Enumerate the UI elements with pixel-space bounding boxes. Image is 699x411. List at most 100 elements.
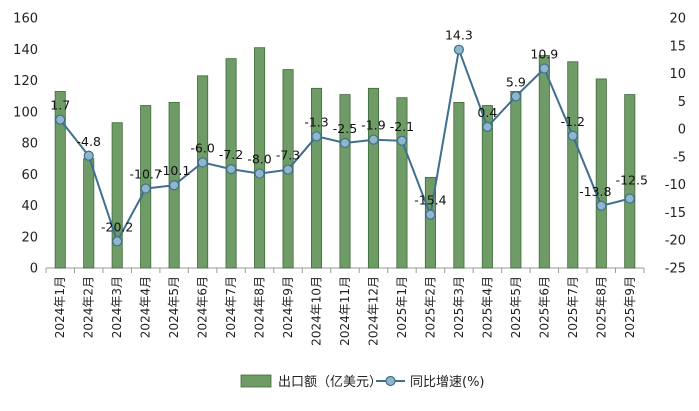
bar — [83, 158, 95, 269]
y-left-tick-label: 120 — [13, 74, 38, 89]
x-tick-label: 2024年9月 — [281, 276, 295, 338]
data-label: -7.2 — [219, 147, 243, 162]
x-tick-label: 2025年9月 — [623, 276, 637, 338]
data-label: -6.0 — [190, 140, 214, 155]
y-right-tick-label: 0 — [678, 123, 686, 138]
bar — [481, 105, 493, 269]
y-right-tick-label: -20 — [665, 234, 686, 249]
x-tick-label: 2025年5月 — [509, 276, 523, 338]
y-left-tick-label: 80 — [21, 137, 38, 152]
line-point — [225, 164, 237, 175]
line-point — [169, 180, 180, 191]
x-tick-label: 2024年1月 — [53, 276, 67, 338]
data-label: -20.2 — [101, 219, 133, 234]
x-tick-label: 2024年12月 — [366, 276, 380, 346]
x-tick-label: 2024年10月 — [310, 276, 324, 346]
line-point — [396, 135, 408, 146]
data-label: -13.8 — [579, 184, 611, 199]
line-point — [254, 168, 265, 179]
x-tick-label: 2024年6月 — [196, 276, 210, 338]
y-left-tick-label: 140 — [13, 43, 38, 58]
y-right-tick-label: -15 — [665, 206, 686, 221]
x-tick-label: 2025年2月 — [423, 276, 437, 338]
line-point — [596, 200, 607, 211]
x-tick-label: 2024年11月 — [338, 276, 352, 346]
line-point — [539, 63, 550, 74]
line-layer — [55, 44, 635, 247]
x-tick-label: 2024年2月 — [82, 276, 96, 338]
x-tick-label: 2025年3月 — [452, 276, 466, 338]
data-label: -7.3 — [276, 148, 300, 163]
y-right-tick-label: -5 — [673, 150, 686, 165]
x-tick-label: 2024年5月 — [167, 276, 181, 338]
line-point — [339, 137, 351, 149]
y-left-tick-label: 100 — [13, 105, 38, 120]
x-tick-label: 2024年4月 — [139, 276, 153, 338]
y-left-tick-label: 20 — [21, 230, 38, 245]
line-point — [453, 44, 465, 55]
line-point — [112, 236, 123, 247]
data-label: -12.5 — [616, 173, 648, 188]
x-tick-label: 2025年8月 — [594, 276, 608, 338]
bar — [339, 94, 351, 269]
x-tick-label: 2025年6月 — [537, 276, 551, 338]
legend-bar-label: 出口额（亿美元） — [278, 375, 382, 390]
x-tick-label: 2025年1月 — [395, 276, 409, 338]
bar — [254, 47, 266, 269]
data-label: -10.7 — [129, 167, 161, 182]
bar — [396, 97, 408, 269]
line-point — [311, 131, 322, 142]
y-right-tick-label: -25 — [665, 262, 686, 277]
data-label: 5.9 — [506, 74, 526, 89]
y-right-tick-label: 10 — [669, 67, 686, 82]
data-label: -10.1 — [158, 163, 190, 178]
bar — [595, 78, 607, 269]
y-left-tick-label: 60 — [21, 168, 38, 183]
bar — [367, 87, 380, 269]
line-point — [567, 130, 578, 141]
bar — [54, 91, 66, 269]
x-tick-label: 2024年8月 — [253, 276, 267, 338]
bar — [225, 58, 237, 269]
legend-line-label: 同比增速(%) — [410, 375, 485, 390]
bar — [424, 176, 436, 269]
bar — [510, 91, 522, 269]
line-point — [83, 150, 94, 161]
bar — [453, 101, 465, 269]
data-label: -1.3 — [304, 114, 328, 129]
line-point — [510, 91, 521, 102]
data-label: -1.2 — [561, 114, 585, 129]
x-tick-label: 2025年7月 — [566, 276, 580, 338]
legend: 出口额（亿美元） 同比增速(%) — [240, 374, 485, 390]
y-right-tick-label: 15 — [669, 39, 686, 54]
y-left-tick-label: 40 — [21, 199, 38, 214]
y-right-tick-label: 20 — [669, 12, 686, 27]
line-point — [624, 193, 635, 204]
bar — [197, 75, 209, 269]
bars-layer — [54, 47, 636, 269]
data-label: 0.4 — [477, 105, 497, 120]
legend-bar-swatch — [240, 374, 272, 388]
data-label: 10.9 — [530, 47, 558, 62]
bar — [624, 94, 636, 269]
data-label: -4.8 — [77, 134, 101, 149]
y-left-tick-label: 0 — [30, 262, 38, 277]
line-point — [197, 157, 208, 168]
line-point — [282, 164, 294, 175]
data-label: -2.5 — [333, 121, 357, 136]
x-tick-label: 2025年4月 — [480, 276, 494, 338]
x-tick-label: 2024年7月 — [224, 276, 238, 338]
data-labels-layer: 1.7 -4.8 -20.2 -10.7-10.1-6.0 -7.2 -8.0 -7.3 -1… — [50, 28, 648, 235]
data-label: -15.4 — [414, 193, 446, 208]
x-tick-label: 2024年3月 — [110, 276, 124, 338]
data-label: 1.7 — [50, 98, 70, 113]
y-left-tick-label: 160 — [13, 12, 38, 27]
line-point — [425, 209, 436, 220]
bar — [111, 122, 123, 269]
data-label: -1.9 — [361, 118, 385, 133]
data-label: 14.3 — [445, 28, 473, 43]
bar — [567, 61, 579, 269]
bar — [310, 87, 323, 269]
